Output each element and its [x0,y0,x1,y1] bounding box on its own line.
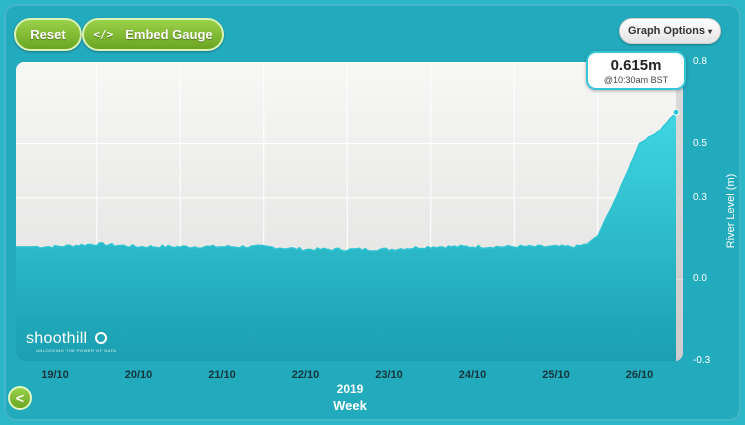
x-tick-label: 26/10 [625,369,654,381]
x-axis-year: 2019 [336,382,364,396]
x-tick-label: 23/10 [375,369,403,381]
x-tick-label: 19/10 [41,369,69,381]
x-tick-label: 20/10 [124,369,153,381]
y-tick-label: 0.8 [693,56,707,67]
graph-options-button[interactable]: Graph Options ▾ [619,18,721,44]
logo-ring-icon [94,332,107,344]
current-level-time: @10:30am BST [603,75,669,85]
y-tick-label: 0.0 [693,273,707,285]
reset-button[interactable]: Reset [14,18,82,51]
x-tick-label: 21/10 [208,369,236,381]
embed-gauge-button[interactable]: </> Embed Gauge [82,18,224,51]
current-level-value: 0.615m [610,57,662,74]
y-tick-label: -0.3 [693,355,711,366]
reset-label: Reset [30,27,66,42]
chevron-down-icon: ▾ [707,26,712,36]
y-axis-label: River Level (m) [725,173,737,249]
logo-text: shoothill [26,330,88,347]
back-button[interactable]: < [8,386,32,410]
code-icon: </> [93,28,114,41]
current-point[interactable] [672,108,680,116]
shoothill-logo: shoothill UNLOCKING THE POWER OF DATA [26,330,116,353]
series-line [16,111,677,252]
x-tick-label: 22/10 [291,369,320,381]
current-level-tooltip: 0.615m @10:30am BST [586,51,686,90]
y-tick-label: 0.5 [693,137,707,149]
logo-tagline: UNLOCKING THE POWER OF DATA [36,348,117,353]
x-tick-label: 24/10 [458,369,487,381]
embed-gauge-label: Embed Gauge [125,27,213,42]
x-tick-label: 25/10 [542,369,570,381]
series-area [16,112,677,361]
forecast-region [676,62,683,361]
graph-options-label: Graph Options [627,25,705,37]
chevron-left-icon: < [15,390,25,406]
x-axis-label: Week [333,398,367,413]
y-tick-label: 0.3 [693,191,707,203]
